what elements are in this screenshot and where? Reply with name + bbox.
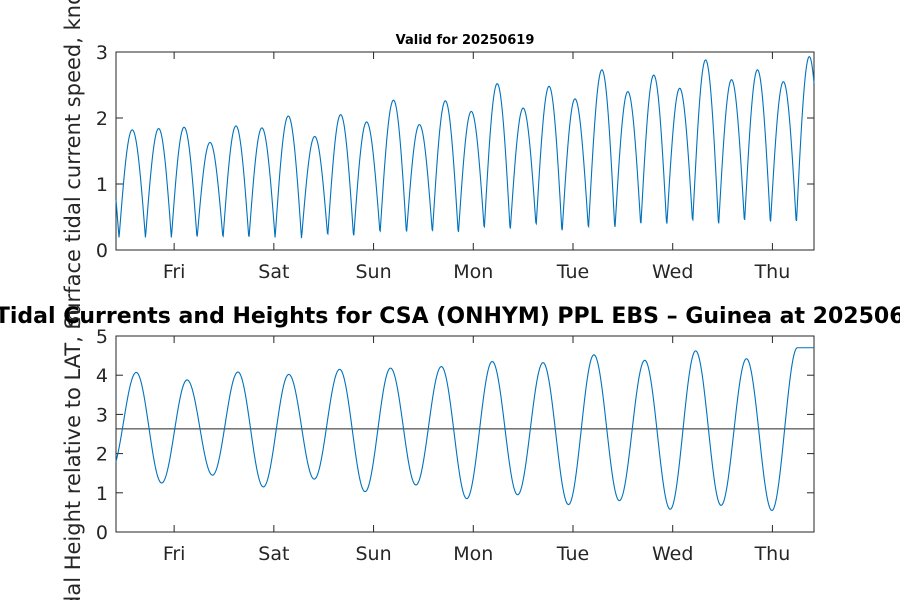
x-tick-label-mon: Mon	[453, 261, 493, 283]
x-tick-label-tue: Tue	[556, 543, 589, 565]
tidal-height-lines	[115, 347, 814, 511]
y-tick-label: 2	[96, 108, 108, 130]
y-tick-label: 1	[96, 483, 108, 505]
y-tick-label: 0	[96, 522, 108, 544]
x-tick-label-thu: Thu	[754, 543, 791, 565]
x-tick-label-thu: Thu	[754, 261, 791, 283]
y-tick-label: 4	[96, 365, 108, 387]
tidal-height-y-label: Tidal Height relative to LAT, m	[61, 309, 85, 600]
x-tick-label-fri: Fri	[163, 543, 186, 565]
current-speed-axes: 0 1 2 3 Fri Sat Sun Mon Tue Wed Thu Valid for 2025…	[61, 0, 815, 329]
current-speed-ticks: 0 1 2 3 Fri Sat Sun Mon Tue Wed Thu	[96, 42, 814, 283]
tidal-height-axes: 0 1 2 3 4 5 Fri Sat Sun Mon Tue Wed Thu Tidal Height…	[61, 309, 815, 600]
x-tick-label-wed: Wed	[652, 543, 693, 565]
y-tick-label: 5	[96, 326, 108, 348]
current-speed-lines	[115, 56, 815, 239]
y-tick-label: 3	[96, 404, 108, 426]
x-tick-label-sun: Sun	[355, 543, 391, 565]
tidal-height-series-line	[115, 347, 814, 511]
y-tick-label: 0	[96, 240, 108, 262]
x-tick-label-sun: Sun	[355, 261, 391, 283]
top-plot-title: Valid for 20250619	[396, 33, 535, 48]
x-tick-label-tue: Tue	[556, 261, 589, 283]
main-figure-title: Tidal Currents and Heights for CSA (ONHY…	[0, 304, 900, 329]
x-tick-label-sat: Sat	[258, 543, 289, 565]
current-speed-y-label: Surface tidal current speed, knots	[61, 0, 85, 329]
y-tick-label: 1	[96, 174, 108, 196]
x-tick-label-wed: Wed	[652, 261, 693, 283]
x-tick-label-mon: Mon	[453, 543, 493, 565]
x-tick-label-fri: Fri	[163, 261, 186, 283]
tidal-height-ticks: 0 1 2 3 4 5 Fri Sat Sun Mon Tue Wed Thu	[96, 326, 814, 565]
x-tick-label-sat: Sat	[258, 261, 289, 283]
y-tick-label: 3	[96, 42, 108, 64]
y-tick-label: 2	[96, 444, 108, 466]
tidal-height-plot-area	[115, 335, 815, 533]
current-speed-series-line	[115, 56, 815, 239]
